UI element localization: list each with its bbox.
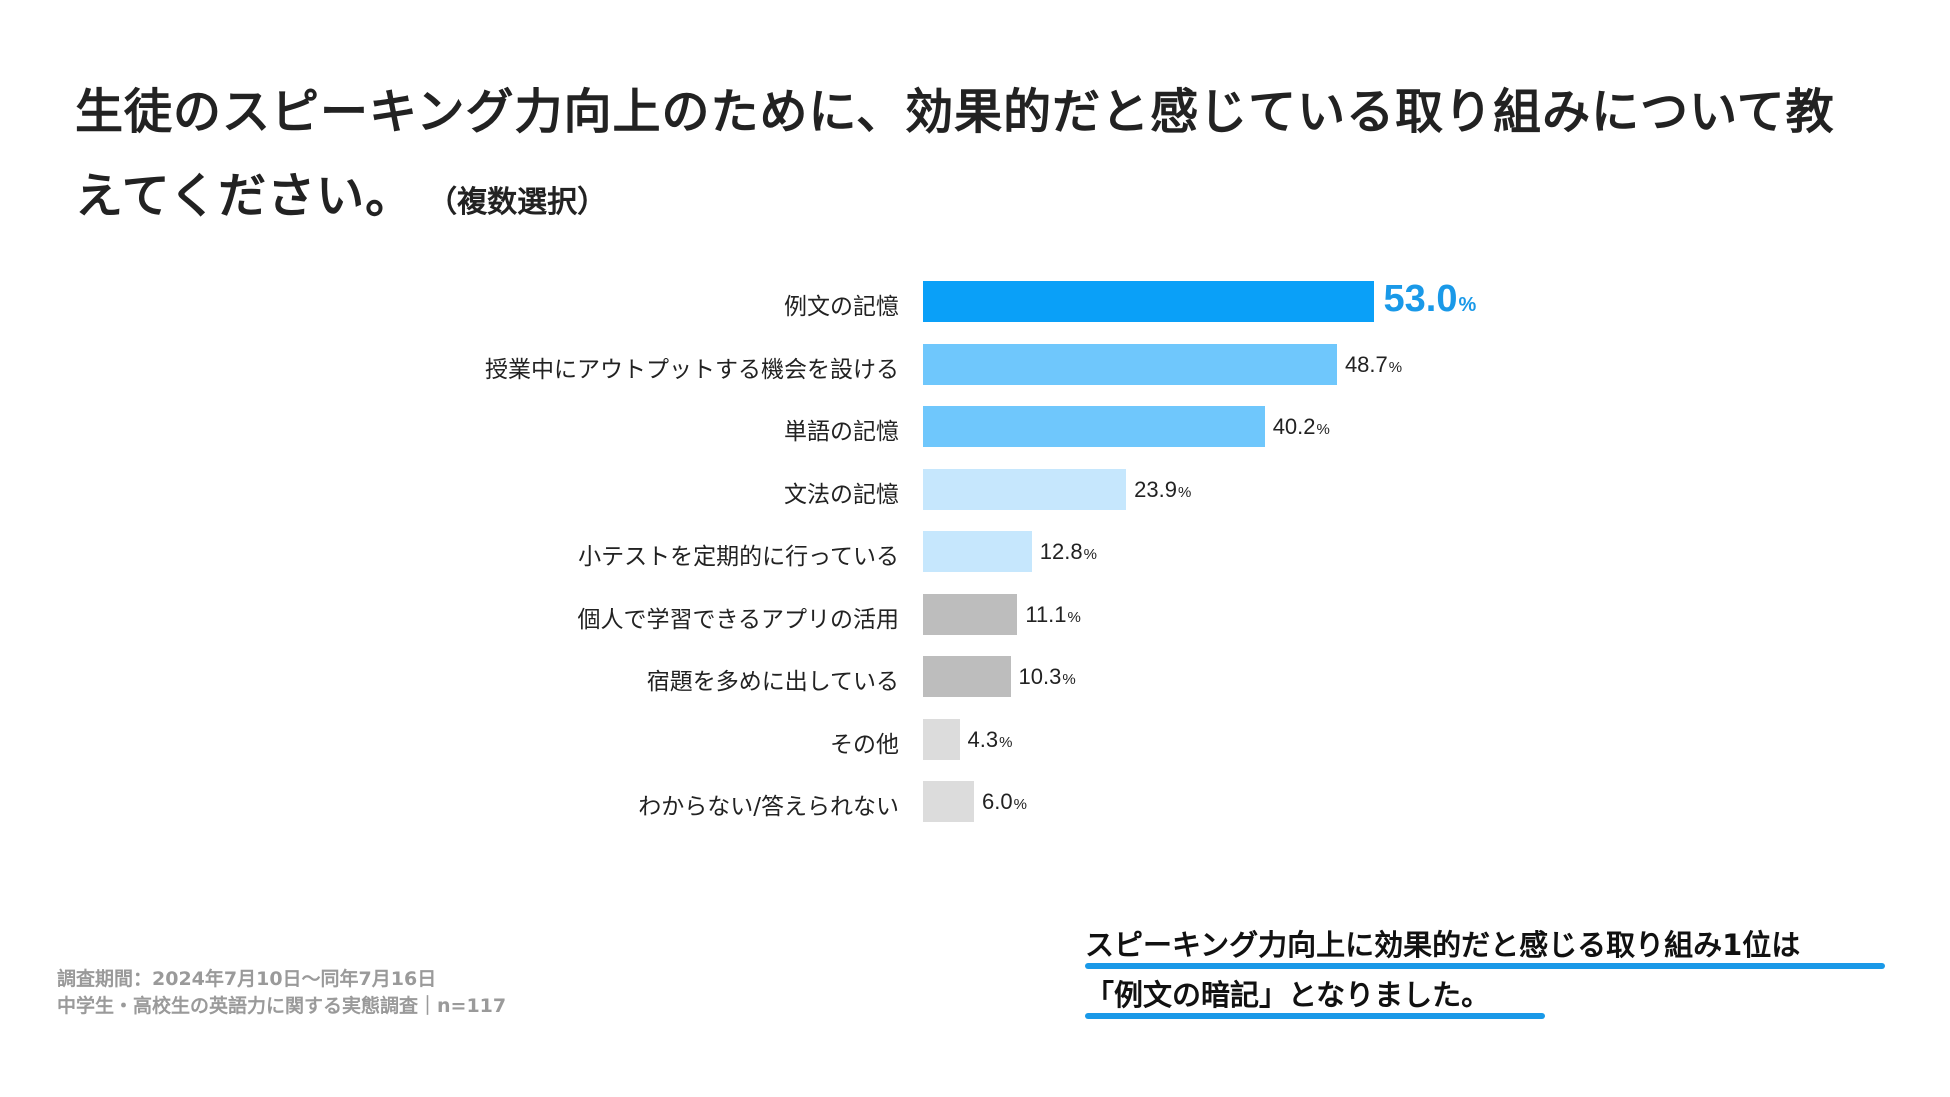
value-number: 4.3 [967, 726, 999, 752]
chart-title: 生徒のスピーキング力向上のために、効果的だと感じている取り組みについて教えてくだ… [75, 70, 1875, 245]
category-label: 文法の記憶 [784, 481, 899, 508]
value-label: 48.7% [1345, 352, 1402, 378]
chart-title-main: 生徒のスピーキング力向上のために、効果的だと感じている取り組みについて教えてくだ… [75, 84, 1835, 224]
value-number: 40.2 [1272, 414, 1316, 439]
value-number: 53.0 [1383, 278, 1458, 320]
value-number: 6.0 [982, 789, 1013, 814]
bar [923, 406, 1265, 447]
value-unit: % [1177, 483, 1192, 501]
bar [923, 593, 1018, 635]
value-number: 23.9 [1134, 476, 1177, 502]
value-unit: % [1388, 358, 1403, 376]
bar [923, 531, 1032, 572]
value-unit: % [1013, 796, 1027, 813]
category-label: 単語の記憶 [784, 419, 899, 445]
value-label: 4.3% [968, 727, 1013, 753]
survey-footnote: 調査期間：2024年7月10日〜同年7月16日 中学生・高校生の英語力に関する実… [57, 966, 506, 1020]
value-label: 53.0% [1384, 278, 1477, 321]
bar [923, 281, 1374, 322]
callout-underline-1 [1085, 963, 1885, 969]
value-number: 10.3 [1018, 664, 1062, 689]
value-unit: % [1062, 671, 1076, 688]
bar [923, 468, 1127, 510]
bar [923, 781, 974, 822]
value-number: 11.1 [1025, 601, 1067, 627]
value-unit: % [1083, 546, 1097, 563]
value-label: 10.3% [1019, 664, 1076, 690]
callout-underline-2 [1085, 1013, 1545, 1019]
value-label: 6.0% [982, 789, 1027, 815]
callout-line-2: 「例文の暗記」となりました。 [1085, 970, 1800, 1020]
callout-line-1: スピーキング力向上に効果的だと感じる取り組み1位は [1085, 920, 1885, 970]
value-unit: % [1316, 421, 1330, 438]
callout-text-2: 「例文の暗記」となりました。 [1085, 978, 1491, 1012]
survey-name: 中学生・高校生の英語力に関する実態調査｜n=117 [57, 995, 507, 1017]
survey-period: 調査期間：2024年7月10日〜同年7月16日 [57, 968, 437, 990]
category-label: 小テストを定期的に行っている [578, 544, 899, 570]
category-label: 宿題を多めに出している [646, 669, 899, 695]
category-label: 個人で学習できるアプリの活用 [577, 606, 899, 633]
value-unit: % [1067, 608, 1081, 626]
value-label: 40.2% [1273, 414, 1330, 440]
bar [923, 656, 1011, 697]
chart-title-sub: （複数選択） [442, 185, 608, 220]
category-label: わからない/答えられない [638, 794, 899, 820]
value-number: 48.7 [1344, 351, 1388, 377]
value-number: 12.8 [1039, 539, 1083, 564]
value-unit: % [999, 733, 1013, 751]
value-unit: % [1458, 294, 1477, 316]
category-label: その他 [830, 731, 899, 758]
value-label: 23.9% [1134, 477, 1191, 503]
category-label: 授業中にアウトプットする機会を設ける [485, 356, 899, 383]
category-label: 例文の記憶 [784, 294, 899, 320]
bar [923, 343, 1337, 385]
callout-text-1: スピーキング力向上に効果的だと感じる取り組み1位は [1085, 928, 1801, 962]
bar [923, 718, 960, 760]
summary-callout: スピーキング力向上に効果的だと感じる取り組み1位は 「例文の暗記」となりました。 [1085, 920, 1885, 1020]
value-label: 12.8% [1040, 539, 1097, 565]
value-label: 11.1% [1025, 602, 1081, 628]
